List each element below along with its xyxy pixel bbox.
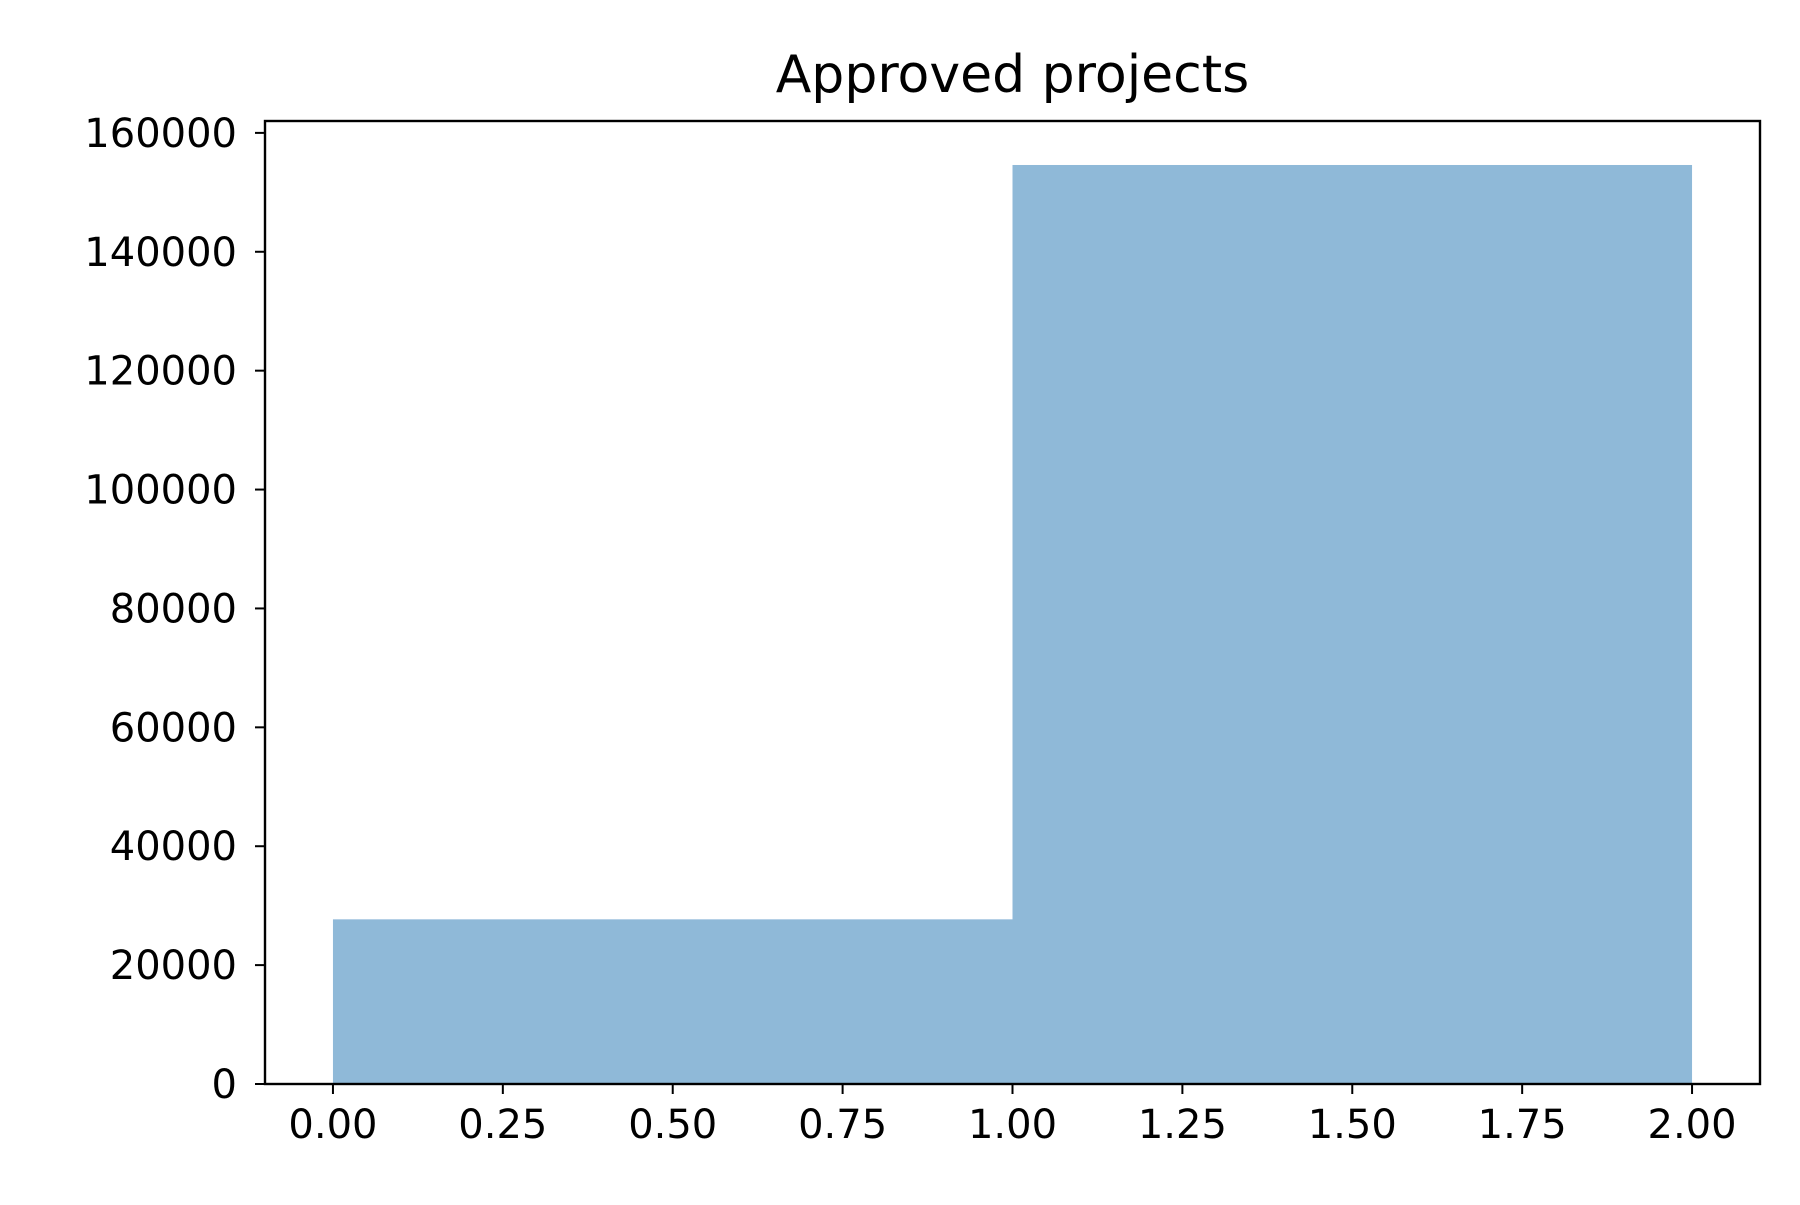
y-axis: 0 20000 40000 60000 80000 100000 120000 140000 1… xyxy=(84,111,265,1108)
x-tick-label: 1.25 xyxy=(1138,1102,1227,1148)
y-tick-label: 120000 xyxy=(84,349,237,395)
y-tick-label: 100000 xyxy=(84,468,237,514)
histogram-bar-1 xyxy=(1012,164,1693,1084)
x-axis: 0.00 0.25 0.50 0.75 1.00 1.25 1.50 1.75 2.00 xyxy=(288,1084,1737,1148)
x-tick-label: 0.25 xyxy=(458,1102,547,1148)
x-tick-label: 1.00 xyxy=(968,1102,1057,1148)
y-tick-label: 140000 xyxy=(84,230,237,276)
x-tick-label: 0.00 xyxy=(288,1102,377,1148)
chart-title: Approved projects xyxy=(776,45,1250,105)
x-tick-label: 1.75 xyxy=(1478,1102,1567,1148)
x-tick-label: 2.00 xyxy=(1648,1102,1737,1148)
x-tick-label: 0.50 xyxy=(628,1102,717,1148)
y-tick-label: 60000 xyxy=(110,705,237,751)
y-tick-label: 20000 xyxy=(110,943,237,989)
histogram-bar-0 xyxy=(332,919,1013,1084)
x-tick-label: 0.75 xyxy=(798,1102,887,1148)
bars-layer xyxy=(332,164,1693,1084)
y-tick-label: 160000 xyxy=(84,111,237,157)
y-tick-label: 80000 xyxy=(110,586,237,632)
y-tick-label: 40000 xyxy=(110,824,237,870)
y-tick-label: 0 xyxy=(212,1062,237,1108)
x-tick-label: 1.50 xyxy=(1308,1102,1397,1148)
